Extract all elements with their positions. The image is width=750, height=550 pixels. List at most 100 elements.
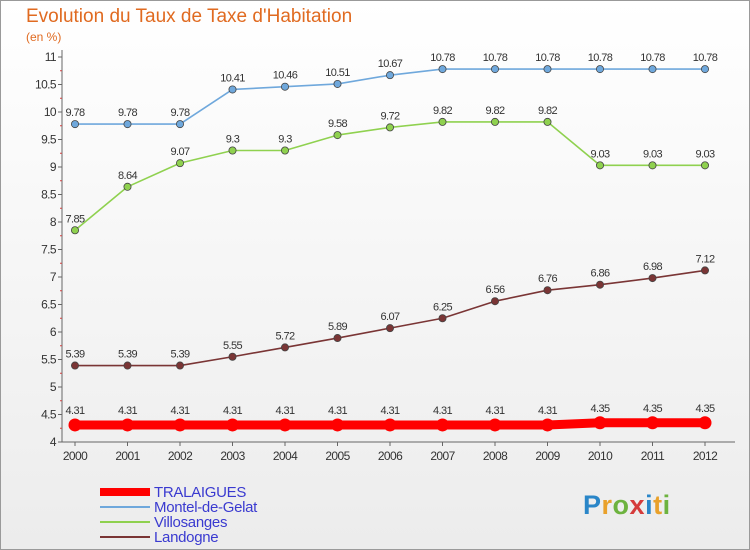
- y-tick-label: 5: [50, 380, 57, 394]
- legend-label: TRALAIGUES: [154, 484, 246, 501]
- y-tick-label: 4.5: [41, 408, 57, 422]
- data-point: [123, 361, 132, 370]
- data-point: [280, 343, 289, 352]
- data-point: [121, 418, 134, 432]
- data-label: 4.31: [433, 405, 452, 417]
- legend-item: Villosanges: [100, 514, 227, 531]
- y-tick-label: 7.5: [41, 243, 57, 257]
- proxiti-logo: Proxiti: [583, 490, 671, 520]
- data-point: [490, 297, 499, 306]
- data-label: 5.55: [223, 340, 242, 352]
- data-point: [333, 334, 342, 343]
- data-label: 5.39: [118, 349, 137, 361]
- data-label: 9.78: [118, 107, 137, 119]
- data-label: 4.31: [328, 405, 347, 417]
- data-label: 9.82: [433, 105, 452, 117]
- data-point: [123, 182, 132, 191]
- data-label: 4.31: [170, 405, 189, 417]
- data-point: [541, 418, 554, 432]
- data-label: 5.89: [328, 321, 347, 333]
- x-tick-label: 2008: [483, 449, 508, 463]
- data-point: [228, 352, 237, 361]
- data-point: [226, 418, 239, 432]
- chart-title: Evolution du Taux de Taxe d'Habitation: [26, 6, 353, 27]
- data-label: 4.31: [118, 405, 137, 417]
- data-point: [596, 280, 605, 289]
- data-label: 7.85: [65, 213, 84, 225]
- data-label: 6.76: [538, 273, 557, 285]
- legend-label: Montel-de-Gelat: [154, 499, 258, 516]
- data-point: [175, 159, 184, 168]
- chart-legend: TRALAIGUESMontel-de-GelatVillosangesLand…: [100, 484, 258, 546]
- data-point: [646, 416, 659, 430]
- data-label: 9.03: [590, 148, 609, 160]
- data-point: [543, 65, 552, 74]
- data-point: [438, 65, 447, 74]
- data-label: 6.07: [380, 311, 399, 323]
- data-label: 6.56: [485, 284, 504, 296]
- data-point: [593, 416, 607, 430]
- x-tick-label: 2010: [588, 449, 613, 463]
- y-tick-label: 5.5: [41, 353, 57, 367]
- data-label: 10.67: [378, 58, 403, 70]
- data-label: 5.39: [170, 349, 189, 361]
- data-label: 5.72: [275, 330, 294, 342]
- data-point: [596, 161, 605, 170]
- x-tick-label: 2001: [115, 449, 140, 463]
- y-tick-label: 6: [50, 325, 57, 339]
- data-label: 6.98: [643, 261, 662, 273]
- data-point: [173, 418, 187, 432]
- y-tick-label: 10.5: [35, 78, 57, 92]
- data-label: 10.78: [588, 52, 613, 64]
- x-tick-label: 2005: [325, 449, 350, 463]
- data-label: 4.31: [380, 405, 399, 417]
- data-label: 10.51: [325, 67, 350, 79]
- y-tick-label: 9.5: [41, 133, 57, 147]
- chart-subtitle: (en %): [26, 30, 62, 44]
- legend-item: Montel-de-Gelat: [100, 499, 258, 516]
- y-tick-label: 8: [50, 215, 57, 229]
- data-point: [71, 361, 80, 370]
- data-label: 4.31: [538, 405, 557, 417]
- legend-item: TRALAIGUES: [100, 484, 247, 501]
- data-point: [280, 82, 289, 91]
- data-point: [71, 120, 80, 129]
- x-tick-label: 2002: [168, 449, 193, 463]
- data-point: [543, 286, 552, 295]
- data-point: [331, 418, 344, 432]
- data-point: [385, 71, 394, 80]
- data-label: 9.03: [695, 148, 714, 160]
- data-point: [543, 117, 552, 126]
- data-label: 10.78: [535, 52, 560, 64]
- x-tick-label: 2012: [693, 449, 718, 463]
- y-tick-label: 6.5: [41, 298, 57, 312]
- data-label: 4.31: [223, 405, 242, 417]
- series-tralaigues: 4.31 4.31 4.31 4.31 4.31 4.31 4.31 4.31 4.31 4.31…: [65, 403, 716, 432]
- data-label: 7.12: [695, 253, 714, 265]
- data-label: 4.31: [275, 405, 294, 417]
- data-point: [385, 123, 394, 132]
- x-tick-label: 2006: [378, 449, 403, 463]
- data-label: 9.78: [170, 107, 189, 119]
- data-label: 4.31: [65, 405, 84, 417]
- data-point: [228, 146, 237, 155]
- data-label: 9.07: [170, 146, 189, 158]
- data-point: [333, 131, 342, 140]
- data-point: [385, 324, 394, 333]
- data-label: 4.31: [485, 405, 504, 417]
- chart-axes: 4 4.5 5 5.5 6 6.5 7 7.5 8 8.5 9 9.5 10 10.5 11 2000 2001…: [35, 50, 735, 463]
- data-point: [701, 161, 710, 170]
- data-label: 9.3: [226, 134, 240, 146]
- series-landogne: 5.39 5.39 5.39 5.55 5.72 5.89 6.07 6.25 6.56 6.76…: [65, 253, 716, 370]
- data-label: 10.78: [483, 52, 508, 64]
- data-point: [175, 361, 184, 370]
- y-tick-label: 11: [45, 50, 57, 64]
- y-tick-label: 7: [50, 270, 57, 284]
- data-point: [490, 117, 499, 126]
- data-label: 9.72: [380, 110, 399, 122]
- data-label: 6.25: [433, 301, 452, 313]
- data-point: [488, 418, 502, 432]
- data-label: 9.82: [485, 105, 504, 117]
- series-layer: 9.78 9.78 9.78 10.41 10.46 10.51 10.67 10.78 10.…: [65, 52, 718, 432]
